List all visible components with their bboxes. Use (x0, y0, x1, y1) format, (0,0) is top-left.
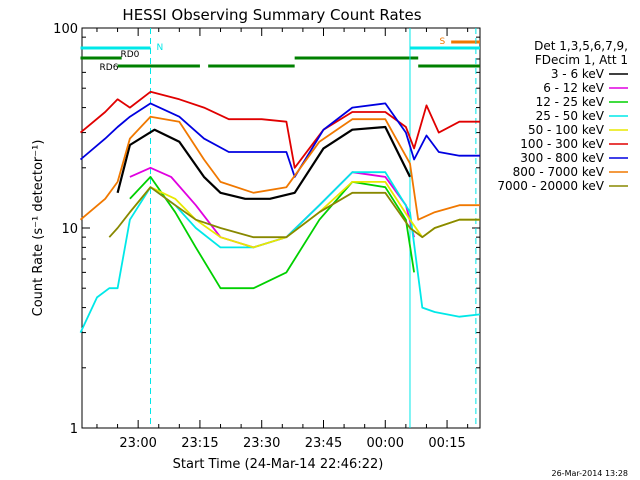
legend: Det 1,3,5,6,7,9,FDecim 1, Att 13 - 6 keV… (497, 39, 628, 193)
x-tick-label: 23:30 (243, 436, 280, 451)
legend-label: 25 - 50 keV (536, 109, 605, 123)
series-group (79, 90, 481, 333)
flag-label: N (157, 43, 164, 53)
legend-label: 50 - 100 keV (528, 123, 605, 137)
y-axis-ticks: 1 10 100 (53, 22, 480, 437)
flag-label: S (439, 37, 445, 47)
x-tick-label: 23:45 (305, 436, 342, 451)
legend-label: 800 - 7000 keV (513, 165, 605, 179)
series-line (79, 102, 480, 178)
legend-label: 100 - 300 keV (520, 137, 604, 151)
flag-label: RD0 (120, 50, 139, 60)
y-tick-label: 100 (53, 22, 78, 37)
x-tick-label: 23:00 (119, 436, 156, 451)
series-line (116, 125, 411, 200)
legend-label: 3 - 6 keV (551, 67, 605, 81)
flag-label: RD6 (100, 63, 119, 73)
y-axis-label: Count Rate (s⁻¹ detector⁻¹) (31, 140, 46, 317)
y-tick-label: 10 (61, 222, 78, 237)
series-line (129, 175, 415, 290)
series-line (79, 90, 480, 169)
legend-header: Det 1,3,5,6,7,9, (534, 39, 628, 53)
x-tick-label: 23:15 (181, 436, 218, 451)
x-tick-label: 00:00 (367, 436, 404, 451)
plot-frame (81, 27, 481, 429)
y-tick-label: 1 (70, 422, 78, 437)
legend-label: 12 - 25 keV (536, 95, 605, 109)
legend-label: 7000 - 20000 keV (497, 179, 604, 193)
x-axis-label: Start Time (24-Mar-14 22:46:22) (173, 457, 384, 472)
series-line (108, 186, 480, 239)
x-axis-ticks: 23:00 23:15 23:30 23:45 00:00 00:15 (96, 28, 469, 451)
series-line (79, 115, 480, 221)
legend-label: 6 - 12 keV (543, 81, 605, 95)
footer-date: 26-Mar-2014 13:28 (552, 469, 629, 478)
x-tick-label: 00:15 (428, 436, 465, 451)
legend-header: FDecim 1, Att 1 (535, 53, 628, 67)
legend-label: 300 - 800 keV (520, 151, 604, 165)
chart-title: HESSI Observing Summary Count Rates (122, 6, 421, 24)
